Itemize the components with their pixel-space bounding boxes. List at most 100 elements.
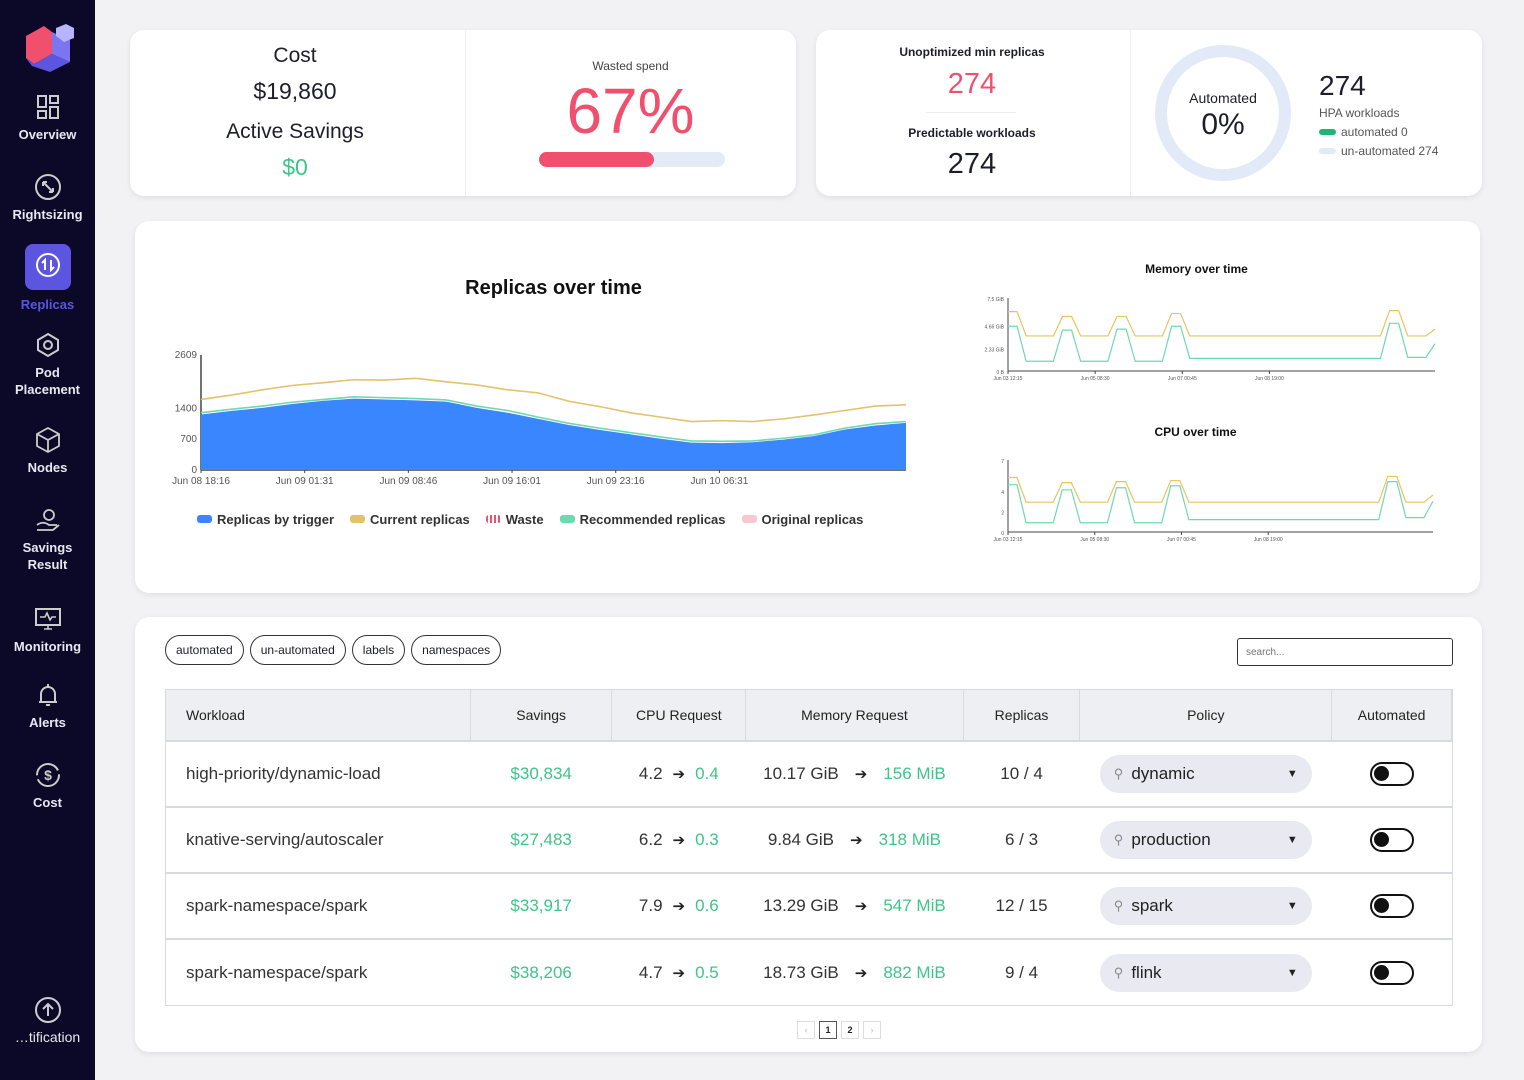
memory-request: 9.84 GiB ➔ 318 MiB — [745, 806, 964, 873]
resize-icon — [34, 174, 61, 200]
next-page-button[interactable]: › — [863, 1021, 881, 1039]
prev-page-button[interactable]: ‹ — [797, 1021, 815, 1039]
y-tick-label: 700 — [180, 434, 197, 445]
column-header-cpu-request[interactable]: CPU Request — [611, 690, 747, 741]
policy-dropdown[interactable]: ⚲ dynamic ▼ — [1099, 755, 1312, 793]
filter-chips: automated un-automated labels namespaces — [165, 635, 507, 665]
sidebar-item-label: Monitoring — [13, 639, 82, 654]
filter-chip-namespaces[interactable]: namespaces — [411, 635, 502, 665]
filter-chip-automated[interactable]: automated — [165, 635, 244, 665]
automated-toggle[interactable] — [1369, 960, 1414, 985]
legend-automated: automated 0 — [1319, 125, 1408, 139]
x-tick-label: Jun 09 23:16 — [587, 476, 645, 487]
column-header-savings[interactable]: Savings — [470, 690, 613, 741]
unoptimized-label: Unoptimized min replicas — [899, 45, 1045, 59]
sidebar-item-overview[interactable]: Overview — [0, 92, 95, 143]
column-header-memory-request[interactable]: Memory Request — [745, 690, 964, 741]
cost-summary-card: Cost $19,860 Active Savings $0 Wasted sp… — [130, 30, 796, 196]
automated-toggle[interactable] — [1369, 762, 1414, 786]
sidebar-item-monitoring[interactable]: Monitoring — [0, 604, 95, 655]
search-input[interactable] — [1237, 638, 1453, 666]
y-tick-label: 7 — [1001, 459, 1004, 465]
chevron-down-icon: ▼ — [1286, 834, 1298, 846]
chevron-down-icon: ▼ — [1286, 768, 1298, 780]
legend-swatch — [741, 515, 757, 523]
filter-chip-un-automated[interactable]: un-automated — [249, 635, 346, 665]
column-header-replicas[interactable]: Replicas — [963, 690, 1081, 741]
column-header-automated[interactable]: Automated — [1331, 690, 1452, 741]
line-current — [1008, 310, 1436, 337]
key-icon: ⚲ — [1113, 766, 1124, 781]
sidebar: Overview Rightsizing Replicas Pod Placement… — [0, 0, 95, 1080]
arrow-right-icon: ➔ — [672, 964, 686, 982]
filter-chip-labels[interactable]: labels — [351, 635, 406, 665]
key-icon: ⚲ — [1113, 898, 1124, 913]
wasted-spend-bar — [539, 152, 725, 167]
sidebar-item-nodes[interactable]: Nodes — [0, 425, 95, 476]
policy-dropdown[interactable]: ⚲ flink ▼ — [1099, 953, 1312, 992]
cpu-request: 6.2 ➔ 0.3 — [611, 806, 746, 873]
hpa-value: 274 — [1319, 70, 1366, 101]
sidebar-item-replicas[interactable]: Replicas — [0, 244, 95, 313]
workload-name[interactable]: high-priority/dynamic-load — [166, 740, 471, 807]
table-row[interactable]: high-priority/dynamic-load $30,834 4.2 ➔ 0… — [166, 740, 1452, 807]
page-1-button[interactable]: 1 — [819, 1021, 837, 1039]
predictable-label: Predictable workloads — [908, 126, 1036, 140]
wasted-spend-label: Wasted spend — [592, 59, 669, 73]
y-tick-label: 0 B — [996, 370, 1004, 376]
sidebar-item-pod-placement[interactable]: Pod Placement — [0, 330, 95, 398]
x-tick-label: Jun 09 08:46 — [379, 476, 437, 487]
pod-icon — [36, 332, 59, 358]
automated-toggle[interactable] — [1369, 894, 1414, 918]
automated-toggle[interactable] — [1369, 828, 1414, 852]
workload-name[interactable]: spark-namespace/spark — [166, 872, 471, 939]
column-header-policy[interactable]: Policy — [1079, 690, 1333, 741]
arrow-right-icon: ➔ — [854, 766, 868, 783]
workload-name[interactable]: knative-serving/autoscaler — [166, 806, 471, 873]
legend-swatch — [197, 515, 212, 523]
legend-swatch — [559, 515, 575, 523]
charts-svg: Replicas over time 0 700 1400 2609 Jun 08 18:… — [172, 262, 1436, 543]
automated-value: 0% — [1201, 108, 1245, 141]
logo-icon — [26, 24, 74, 72]
legend-item[interactable]: Current replicas — [350, 512, 470, 527]
legend-item[interactable]: Replicas by trigger — [197, 512, 334, 527]
line-recommended — [1008, 322, 1436, 362]
x-tick-label: Jun 07 00:45 — [1168, 376, 1197, 382]
column-header-workload[interactable]: Workload — [166, 690, 471, 741]
policy-dropdown[interactable]: ⚲ production ▼ — [1099, 821, 1312, 859]
table-row[interactable]: spark-namespace/spark $38,206 4.7 ➔ 0.5 18… — [166, 938, 1452, 1005]
line-recommended-replicas — [200, 396, 907, 443]
sidebar-item-alerts[interactable]: Alerts — [0, 680, 95, 731]
line-current — [1008, 475, 1434, 503]
savings-icon — [35, 509, 60, 531]
arrow-up-circle-icon — [34, 997, 61, 1023]
area-replicas-by-trigger — [201, 398, 906, 470]
sidebar-item-rightsizing[interactable]: Rightsizing — [0, 172, 95, 223]
savings-value: $38,206 — [470, 938, 612, 1005]
arrow-right-icon: ➔ — [854, 898, 868, 915]
sidebar-item-notification[interactable]: …tification — [0, 995, 95, 1046]
table-row[interactable]: spark-namespace/spark $33,917 7.9 ➔ 0.6 13… — [166, 872, 1452, 939]
chevron-down-icon: ▼ — [1286, 900, 1298, 912]
dollar-icon: $ — [35, 763, 60, 787]
table-row[interactable]: knative-serving/autoscaler $27,483 6.2 ➔ 0… — [166, 806, 1452, 873]
policy-dropdown[interactable]: ⚲ spark ▼ — [1099, 887, 1312, 925]
sidebar-item-cost[interactable]: $ Cost — [0, 760, 95, 811]
legend-swatch — [485, 515, 501, 523]
savings-value: $30,834 — [470, 740, 612, 807]
legend-item[interactable]: Recommended replicas — [559, 512, 726, 527]
workload-name[interactable]: spark-namespace/spark — [166, 938, 471, 1005]
arrow-right-icon: ➔ — [850, 832, 863, 849]
cube-icon — [35, 426, 60, 454]
y-tick-label: 1400 — [175, 403, 198, 414]
page-2-button[interactable]: 2 — [841, 1021, 859, 1039]
arrow-right-icon: ➔ — [672, 766, 686, 783]
legend-item[interactable]: Original replicas — [741, 512, 863, 527]
active-savings-value: $0 — [282, 154, 308, 180]
sidebar-item-label: Cost — [33, 795, 62, 810]
cost-label: Cost — [273, 44, 317, 67]
line-current-replicas — [200, 377, 907, 423]
sidebar-item-savings-result[interactable]: Savings Result — [0, 505, 95, 573]
legend-item[interactable]: Waste — [485, 512, 544, 527]
